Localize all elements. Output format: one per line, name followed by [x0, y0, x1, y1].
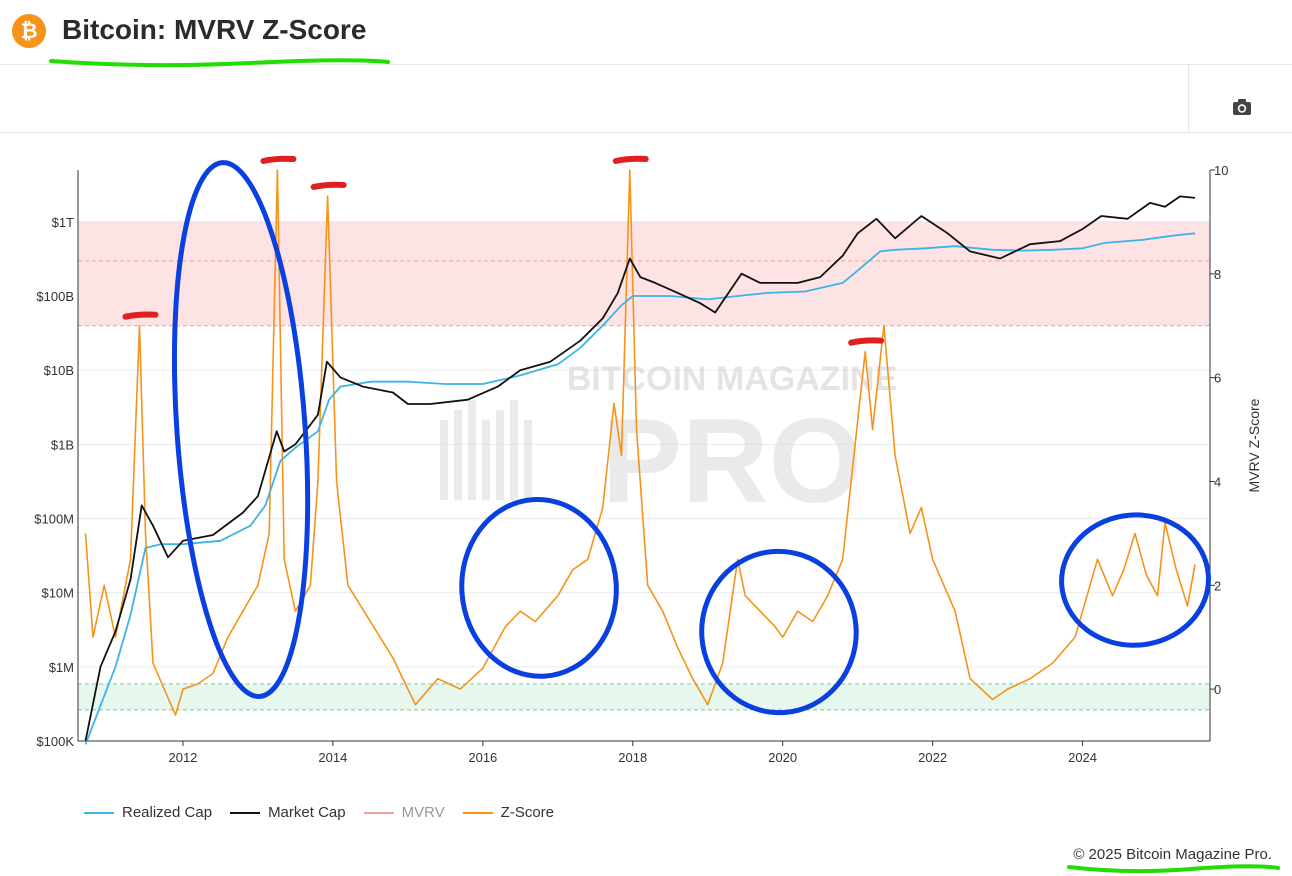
right-axis-tick-label: 2	[1214, 578, 1221, 593]
watermark-logo-bar	[440, 420, 448, 500]
left-axis-tick-label: $1B	[51, 437, 74, 452]
left-axis-tick-label: $100K	[36, 734, 74, 749]
blue-cycle-circle	[1059, 512, 1211, 648]
page-title: Bitcoin: MVRV Z-Score	[62, 14, 367, 45]
red-peak-marker	[260, 155, 297, 164]
x-axis-tick-label: 2020	[768, 750, 797, 765]
legend-label: Market Cap	[268, 804, 346, 821]
right-axis-tick-label: 8	[1214, 267, 1221, 282]
red-zone-band	[78, 221, 1210, 326]
blue-cycle-circle	[699, 548, 859, 716]
title-green-underline	[49, 58, 390, 68]
copyright-green-underline	[1067, 864, 1280, 874]
red-peak-marker	[310, 181, 347, 190]
legend-item-realized-cap[interactable]: Realized Cap	[84, 804, 212, 821]
watermark-logo-bar	[482, 420, 490, 500]
watermark-line1: BITCOIN MAGAZINE	[567, 360, 898, 398]
x-axis-tick-label: 2014	[318, 750, 347, 765]
right-axis-tick-label: 6	[1214, 371, 1221, 386]
chart-legend: Realized Cap Market Cap MVRV Z-Score	[84, 804, 554, 821]
legend-swatch	[462, 811, 493, 814]
header-bar: ₿ Bitcoin: MVRV Z-Score	[0, 0, 1292, 65]
left-axis-tick-label: $10M	[41, 586, 74, 601]
watermark-logo-bar	[510, 400, 518, 500]
left-axis-tick-label: $100M	[34, 512, 74, 527]
right-axis-tick-label: 10	[1214, 163, 1228, 178]
left-axis-tick-label: $10B	[44, 363, 74, 378]
chart-toolbar	[0, 64, 1292, 133]
watermark-logo-bar	[468, 400, 476, 500]
left-axis-tick-label: $1T	[52, 215, 74, 230]
series-line-z-score	[84, 169, 1196, 716]
blue-cycle-circle	[171, 160, 311, 699]
watermark-logo-bar	[524, 420, 532, 500]
bitcoin-logo-icon: ₿	[12, 14, 46, 48]
blue-cycle-circle	[459, 496, 619, 679]
watermark-line2: PRO	[602, 394, 862, 528]
legend-swatch	[84, 811, 114, 814]
legend-label: MVRV	[401, 804, 445, 821]
x-axis-tick-label: 2024	[1068, 750, 1097, 765]
series-line-realized-cap	[84, 232, 1196, 745]
series-line-market-cap	[84, 195, 1196, 742]
copyright-text: © 2025 Bitcoin Magazine Pro.	[1073, 846, 1272, 863]
legend-swatch	[363, 811, 394, 814]
red-peak-marker	[848, 337, 885, 346]
toolbar-divider	[1188, 64, 1189, 132]
right-axis-title: MVRV Z-Score	[1246, 398, 1262, 492]
legend-item-z-score[interactable]: Z-Score	[462, 804, 555, 821]
copyright-green-underline-stroke	[1067, 864, 1280, 874]
legend-label: Realized Cap	[122, 804, 213, 821]
legend-label: Z-Score	[500, 804, 555, 821]
camera-icon-svg	[1233, 99, 1251, 115]
left-axis-tick-label: $1M	[49, 660, 74, 675]
legend-item-market-cap[interactable]: Market Cap	[230, 804, 346, 821]
legend-swatch	[230, 811, 261, 814]
camera-icon[interactable]	[1226, 94, 1258, 122]
x-axis-tick-label: 2022	[918, 750, 947, 765]
left-axis-tick-label: $100B	[36, 289, 74, 304]
x-axis-tick-label: 2016	[468, 750, 497, 765]
legend-item-mvrv[interactable]: MVRV	[363, 804, 445, 821]
red-peak-marker	[122, 311, 159, 320]
green-zone-band	[78, 683, 1210, 710]
right-axis-tick-label: 4	[1214, 474, 1221, 489]
title-green-underline-stroke	[49, 58, 390, 68]
watermark-logo-bar	[496, 410, 504, 500]
x-axis-tick-label: 2012	[168, 750, 197, 765]
watermark-logo-bar	[454, 410, 462, 500]
right-axis-tick-label: 0	[1214, 682, 1221, 697]
x-axis-tick-label: 2018	[618, 750, 647, 765]
red-peak-marker	[612, 155, 649, 164]
